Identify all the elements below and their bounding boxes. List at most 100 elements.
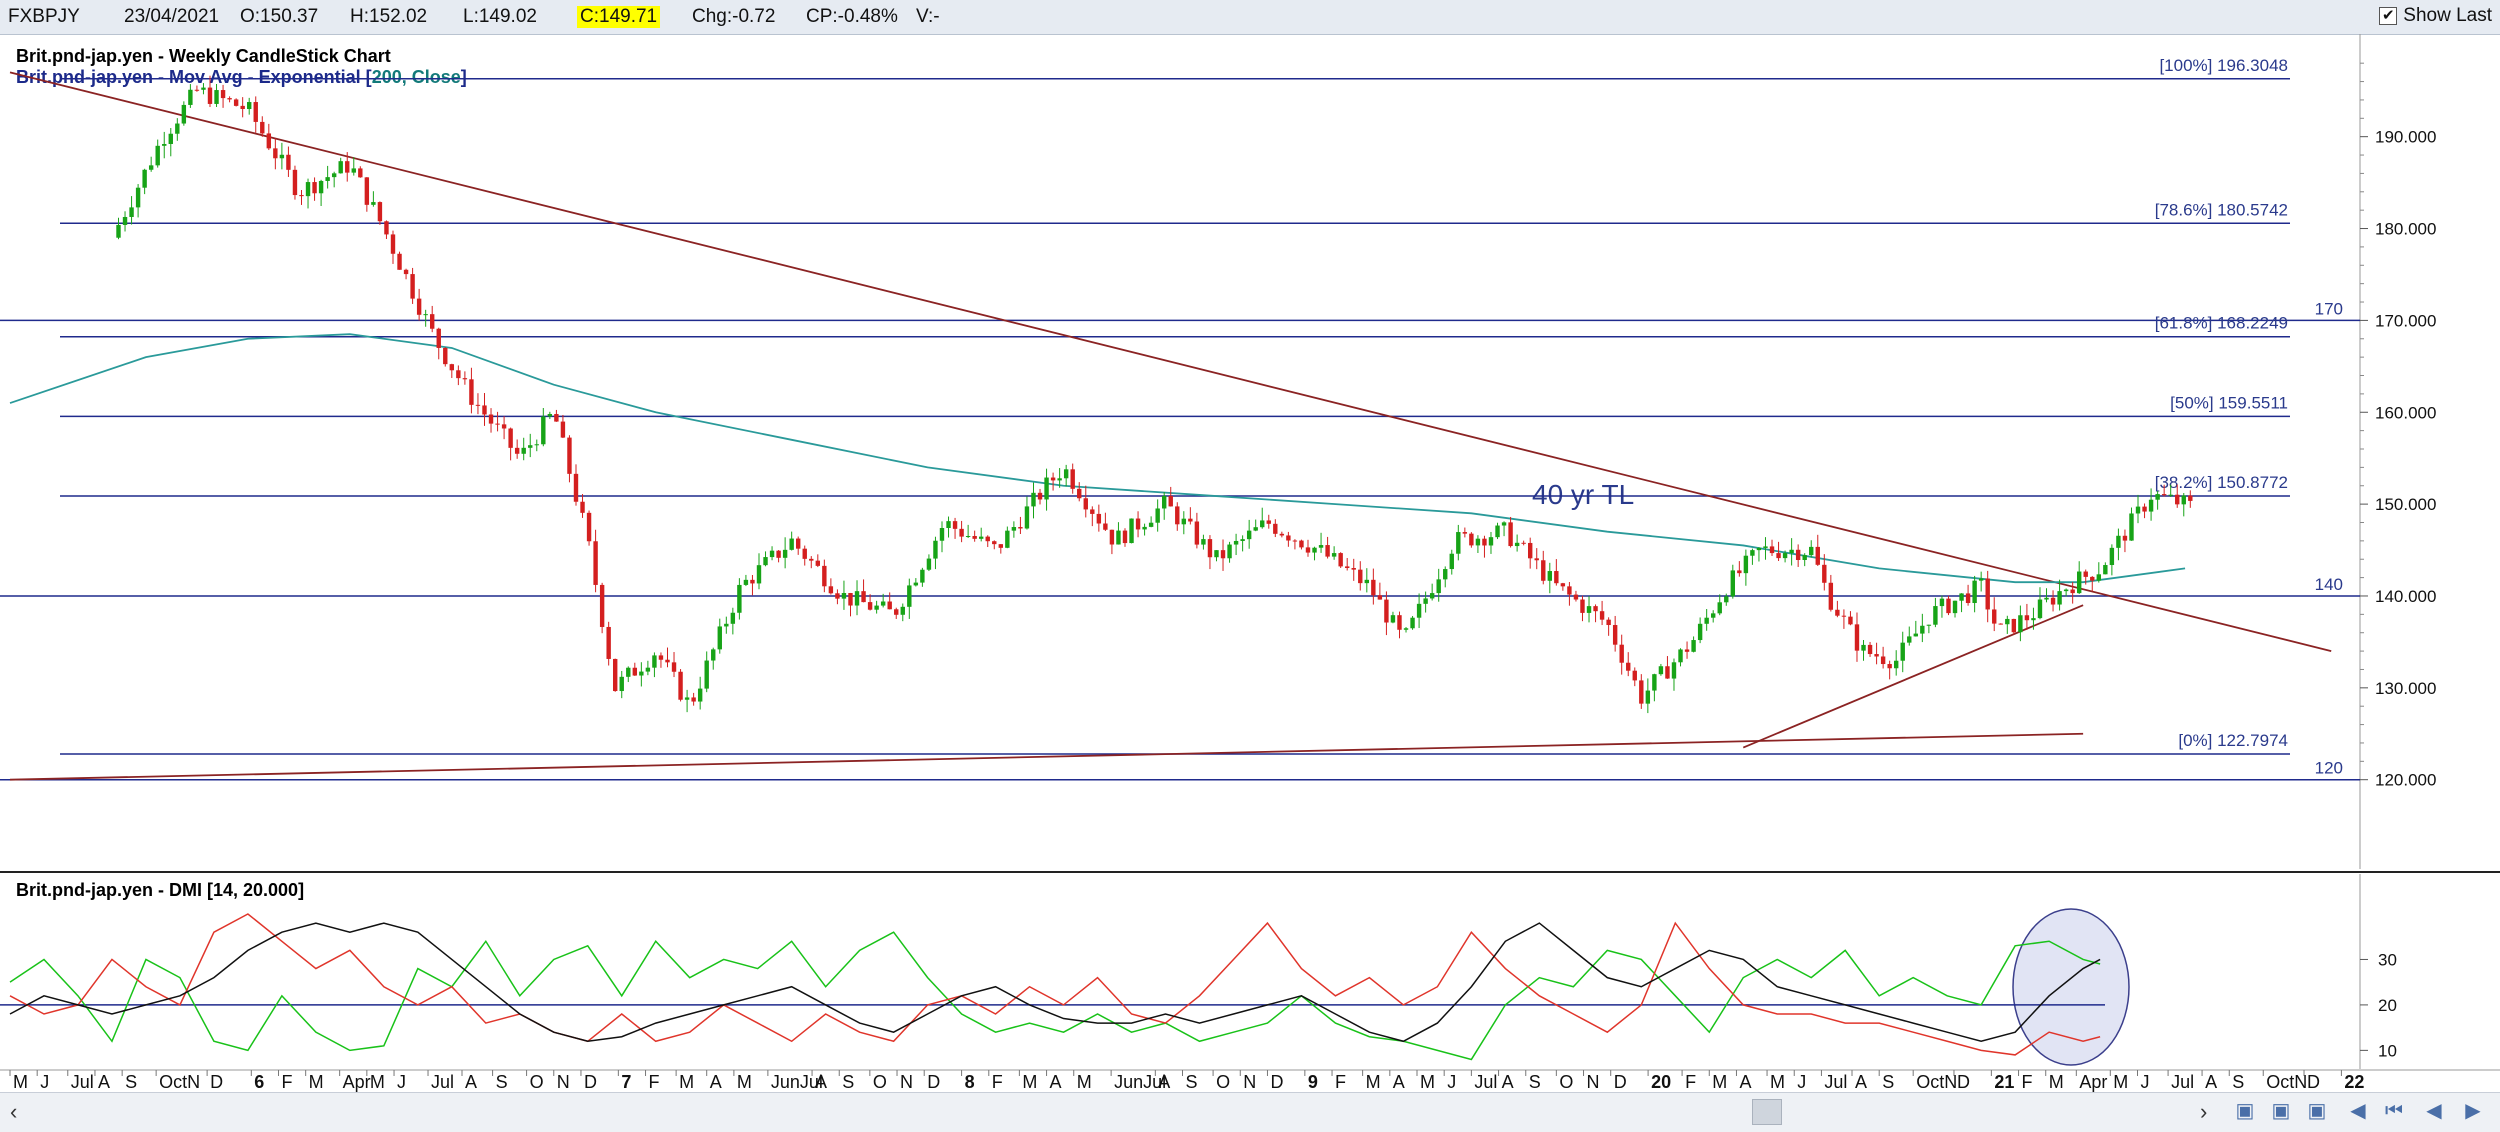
show-last-toggle[interactable]: ✔ Show Last [2379,5,2492,27]
candlestick [2090,576,2095,592]
candle-body [148,165,154,170]
scroll-thumb[interactable] [1752,1099,1782,1125]
candlestick [1893,650,1899,676]
candle-body [1639,680,1644,704]
check-icon[interactable]: ✔ [2379,7,2398,25]
candlestick [495,411,500,432]
candle-body [965,536,971,538]
candlestick [1024,496,1030,530]
candle-body [1214,550,1219,558]
candle-body [462,378,468,380]
candlestick [155,139,160,168]
candlestick [1652,673,1657,702]
candle-body [2096,574,2102,581]
candle-body [181,104,187,124]
candlestick [384,220,389,239]
y-tick-label: 140.000 [2375,587,2436,606]
candle-body [1769,546,1775,554]
candlestick [1227,541,1232,563]
candle-body [2011,618,2017,633]
candle-body [711,649,716,661]
candle-body [2050,597,2056,605]
candlestick [1338,552,1343,569]
candlestick [2122,529,2128,553]
candle-body [1946,598,1951,614]
pan-prev-icon[interactable]: ◀ [2426,1100,2442,1122]
candle-body [2188,495,2193,501]
candle-body [867,602,873,610]
zoom-in-icon[interactable]: ▣ [2235,1100,2255,1122]
candle-body [1547,571,1553,581]
pan-first-icon[interactable]: ⏮ [2385,1100,2403,1122]
dmi-y-tick-label: 30 [2378,950,2397,969]
candle-body [443,347,448,365]
y-tick-label: 190.000 [2375,128,2436,147]
candlestick [1214,550,1219,562]
candle-body [1514,542,1520,547]
candlestick [240,97,245,118]
candle-body [1162,495,1167,509]
candlestick [952,517,958,539]
candle-body [1135,518,1141,530]
candle-body [2057,591,2062,605]
scrollbar[interactable]: ‹ › ▣ ▣ ▣ ◀ ⏮ ◀ ▶ [0,1092,2500,1132]
candlestick [1619,634,1624,675]
scroll-right-arrow-icon[interactable]: › [2200,1099,2208,1124]
candlestick [684,689,690,713]
candle-body [645,667,651,672]
candlestick [305,178,311,209]
candlestick [815,554,821,568]
candle-body [2168,494,2173,496]
candlestick [1299,539,1304,550]
candlestick [1423,591,1428,613]
candlestick [965,524,971,538]
candle-body [162,144,167,146]
candlestick [1246,519,1252,549]
candlestick [1129,518,1134,544]
candlestick [2161,484,2167,497]
candle-body [1586,606,1592,613]
pan-next-icon[interactable]: ▶ [2465,1100,2481,1122]
candlestick [1495,522,1500,540]
x-tick-label: 7 [621,1072,631,1092]
candlestick [1874,642,1879,665]
candle-body [1077,488,1082,499]
candle-body [1403,628,1409,630]
x-tick-label: Apr [343,1072,371,1092]
candlestick [449,363,455,379]
candle-body [1560,583,1566,587]
x-tick-label: J [40,1072,49,1092]
candlestick [1188,507,1193,525]
x-tick-label: M [309,1072,324,1092]
candlestick [1717,594,1722,616]
candlestick [769,546,775,561]
candlestick [2044,588,2049,603]
candlestick [2181,492,2186,517]
candlestick [1632,667,1637,687]
zoom-fit-icon[interactable]: ▣ [2307,1100,2327,1122]
candlestick [1514,534,1520,552]
scroll-left-arrow-icon[interactable]: ‹ [10,1099,18,1124]
candle-body [1122,530,1128,544]
candle-body [1233,540,1239,545]
candle-body [1554,571,1559,584]
candlestick [1900,631,1905,673]
candlestick [554,409,559,422]
candle-body [2181,495,2186,505]
candlestick [260,116,265,137]
candle-body [2090,576,2095,581]
candlestick [1724,593,1729,606]
candle-body [1037,492,1043,500]
candle-body [1057,478,1062,481]
candle-body [358,168,363,178]
zoom-out-icon[interactable]: ▣ [2271,1100,2291,1122]
candlestick [1233,533,1239,556]
pan-left-icon[interactable]: ◀ [2350,1100,2366,1122]
chart-area: Brit.pnd-jap.yen - Weekly CandleStick Ch… [0,34,2500,1092]
candlestick [2116,528,2121,561]
candlestick [1390,611,1396,624]
candle-body [1338,553,1343,567]
time-axis: M J Jul A S OctN D 6 F M Apr M J Jul A S O N D 7 F M A M JunJulA… [0,1069,2500,1092]
candlestick [1691,636,1696,653]
candle-body [1848,616,1853,625]
